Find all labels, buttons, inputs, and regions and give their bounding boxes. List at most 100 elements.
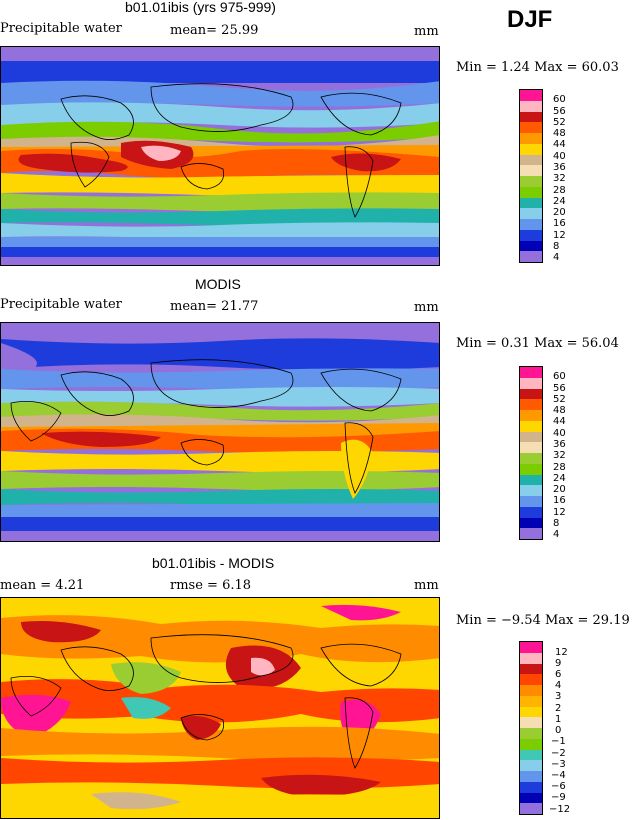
panel1-colorbar-swatch	[520, 122, 542, 133]
panel1-colorbar-swatch	[520, 100, 542, 112]
panel1-map	[0, 46, 440, 266]
panel3-colorbar-swatch	[520, 728, 542, 739]
panel3-colorbar-tick: 4	[555, 680, 562, 691]
panel1-colorbar-swatch	[520, 154, 542, 166]
panel3-colorbar-tick: −3	[551, 759, 566, 770]
panel2-colorbar-swatch	[520, 485, 542, 496]
panel1-colorbar-tick: 40	[553, 151, 566, 162]
panel2-colorbar-swatch	[520, 506, 542, 518]
panel3-rmse: rmse = 6.18	[170, 578, 252, 593]
panel2-colorbar-tick: 56	[553, 383, 566, 394]
panel1-colorbar-box	[519, 89, 543, 263]
panel2-colorbar-tick: 32	[553, 450, 566, 461]
panel3-colorbar-tick: 9	[555, 658, 562, 669]
panel3-colorbar-swatch	[520, 652, 542, 664]
panel1-mean: mean= 25.99	[170, 23, 259, 38]
panel2-colorbar-swatch	[520, 528, 542, 539]
panel3-mean: mean = 4.21	[0, 578, 85, 593]
panel2-colorbar-box	[519, 366, 543, 540]
panel3-colorbar-tick: 2	[555, 703, 562, 714]
panel2-colorbar-swatch	[520, 410, 542, 421]
panel3-colorbar-tick: 12	[555, 647, 568, 658]
panel1-colorbar-tick: 56	[553, 106, 566, 117]
panel1-colorbar-swatch	[520, 208, 542, 219]
panel3-colorbar-tick: −1	[551, 736, 566, 747]
panel2-colorbar-swatch	[520, 453, 542, 464]
panel3-colorbar-swatch	[520, 738, 542, 750]
panel2-colorbar-swatch	[520, 388, 542, 400]
panel2-units: mm	[414, 300, 439, 315]
panel3-colorbar-tick: −12	[549, 804, 571, 815]
panel2-colorbar-swatch	[520, 517, 542, 529]
panel3-colorbar-swatch	[520, 781, 542, 793]
panel3-colorbar-swatch	[520, 717, 542, 728]
panel1-colorbar-tick: 48	[553, 128, 566, 139]
panel3-colorbar-swatch	[520, 642, 542, 653]
panel1-colorbar-tick: 44	[553, 139, 566, 150]
panel3-colorbar-swatch	[520, 803, 542, 814]
panel2-colorbar-swatch	[520, 420, 542, 432]
panel1-map-field	[1, 47, 439, 265]
panel3-colorbar-swatch	[520, 771, 542, 782]
panel1-colorbar-swatch	[520, 251, 542, 262]
season-label: DJF	[507, 6, 553, 33]
panel3-colorbar-swatch	[520, 792, 542, 804]
panel3-colorbar-swatch	[520, 685, 542, 696]
panel3-colorbar-box	[519, 641, 543, 815]
panel1-colorbar-swatch	[520, 240, 542, 252]
panel3-colorbar-swatch	[520, 760, 542, 771]
panel3-colorbar-tick: −2	[551, 748, 566, 759]
panel1-colorbar-tick: 28	[553, 185, 566, 196]
panel2-colorbar-swatch	[520, 377, 542, 389]
panel3-minmax: Min = −9.54 Max = 29.19	[456, 613, 630, 628]
panel3-colorbar-swatch	[520, 749, 542, 761]
panel1-colorbar-swatch	[520, 219, 542, 230]
panel2-colorbar-swatch	[520, 463, 542, 475]
panel1-colorbar-tick: 60	[553, 94, 566, 105]
panel1-colorbar-tick: 20	[553, 207, 566, 218]
panel2-map-field	[1, 323, 439, 541]
panel1-colorbar-tick: 24	[553, 196, 566, 207]
panel2-colorbar-tick: 36	[553, 439, 566, 450]
panel3-colorbar-swatch	[520, 695, 542, 707]
panel2-colorbar-tick: 52	[553, 394, 566, 405]
panel3-colorbar-tick: −6	[551, 781, 566, 792]
panel3-colorbar-tick: 3	[555, 691, 562, 702]
panel2-map	[0, 322, 440, 542]
panel3-colorbar-tick: 1	[555, 714, 562, 725]
panel1-colorbar-swatch	[520, 229, 542, 241]
panel2-colorbar-tick: 44	[553, 416, 566, 427]
panel2-colorbar-tick: 16	[553, 495, 566, 506]
panel3-title: b01.01ibis - MODIS	[152, 555, 275, 571]
panel2-colorbar-tick: 8	[553, 518, 560, 529]
panel2-mean: mean= 21.77	[170, 299, 259, 314]
panel2-colorbar-tick: 4	[553, 529, 560, 540]
panel1-colorbar-swatch	[520, 197, 542, 209]
panel1-colorbar-swatch	[520, 176, 542, 187]
panel1-colorbar-swatch	[520, 90, 542, 101]
panel1-colorbar-tick: 32	[553, 173, 566, 184]
panel3-colorbar-swatch	[520, 663, 542, 675]
panel2-colorbar-tick: 12	[553, 507, 566, 518]
panel2-colorbar-tick: 24	[553, 473, 566, 484]
panel3-colorbar-tick: 6	[555, 669, 562, 680]
panel1-title: b01.01ibis (yrs 975-999)	[125, 0, 276, 15]
panel2-colorbar-swatch	[520, 399, 542, 410]
panel3-colorbar-swatch	[520, 706, 542, 718]
panel1-colorbar-swatch	[520, 165, 542, 176]
panel1-colorbar-tick: 36	[553, 162, 566, 173]
panel2-colorbar-tick: 48	[553, 405, 566, 416]
panel2-colorbar-swatch	[520, 474, 542, 486]
panel2-colorbar-swatch	[520, 367, 542, 378]
panel3-map	[0, 597, 440, 819]
panel2-colorbar-tick: 60	[553, 371, 566, 382]
panel3-map-field	[1, 598, 439, 818]
panel2-colorbar-tick: 28	[553, 462, 566, 473]
panel1-colorbar-tick: 52	[553, 117, 566, 128]
panel3-colorbar-tick: 0	[555, 725, 562, 736]
panel1-colorbar-swatch	[520, 133, 542, 144]
panel2-colorbar-swatch	[520, 431, 542, 443]
panel2-colorbar-tick: 40	[553, 428, 566, 439]
panel1-units: mm	[414, 24, 439, 39]
panel1-colorbar-tick: 12	[553, 230, 566, 241]
